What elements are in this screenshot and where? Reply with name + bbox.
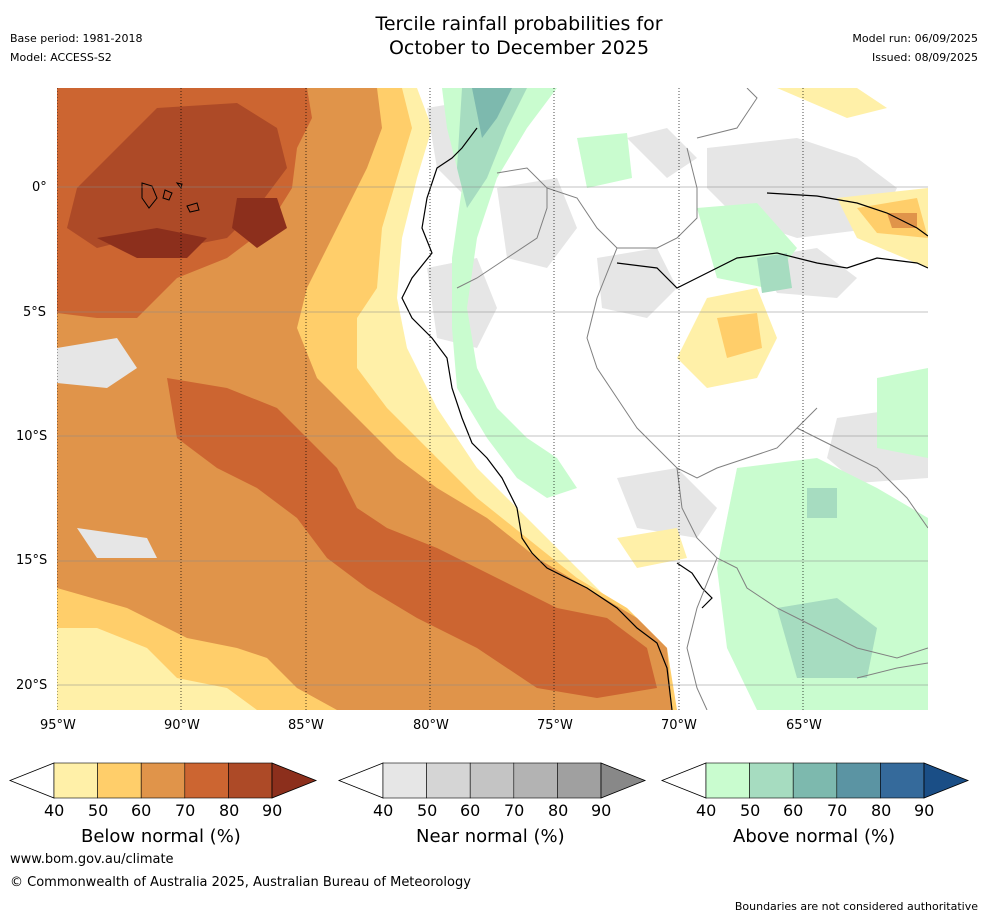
lat-label-10s: 10°S <box>16 429 48 444</box>
inland-below-shading <box>617 88 928 568</box>
cb-above-tick-70: 70 <box>827 801 848 820</box>
title-line-2: October to December 2025 <box>388 37 650 59</box>
colorbar-segment <box>513 762 558 799</box>
above-normal-shading <box>442 88 928 710</box>
cb-near-tick-90: 90 <box>591 801 612 820</box>
lon-label-95w: 95°W <box>40 718 76 733</box>
lat-label-20s: 20°S <box>16 678 48 693</box>
probability-map <box>57 88 928 710</box>
lon-label-80w: 80°W <box>413 718 449 733</box>
cb-below-tick-80: 80 <box>219 801 240 820</box>
colorbar-extend-high <box>923 762 970 799</box>
cb-above-tick-80: 80 <box>871 801 892 820</box>
colorbar-segment <box>749 762 794 799</box>
colorbar-segment <box>184 762 229 799</box>
colorbar-segment <box>705 762 750 799</box>
latitude-lines <box>57 186 928 686</box>
colorbar-segment <box>140 762 186 799</box>
cb-near-tick-40: 40 <box>373 801 394 820</box>
website-link[interactable]: www.bom.gov.au/climate <box>10 852 174 867</box>
lon-label-90w: 90°W <box>164 718 200 733</box>
colorbar-segment <box>382 762 427 799</box>
colorbar-segment <box>469 762 515 799</box>
colorbar-above-normal <box>660 762 970 799</box>
base-period: Base period: 1981-2018 <box>10 32 143 45</box>
galapagos-islands <box>141 182 200 213</box>
cb-above-tick-60: 60 <box>783 801 804 820</box>
cb-near-tick-50: 50 <box>417 801 438 820</box>
colorbar-segment <box>97 762 142 799</box>
colorbar-segment <box>53 762 98 799</box>
colorbar-extend-low <box>660 762 707 799</box>
lat-label-0: 0° <box>32 180 47 195</box>
cb-above-tick-40: 40 <box>696 801 717 820</box>
colorbar-below-normal <box>8 762 318 799</box>
colorbar-segment <box>792 762 838 799</box>
lon-label-65w: 65°W <box>786 718 822 733</box>
cb-near-tick-60: 60 <box>460 801 481 820</box>
cb-near-tick-80: 80 <box>548 801 569 820</box>
colorbar-segment <box>426 762 471 799</box>
colorbar-extend-high <box>600 762 647 799</box>
colorbars <box>8 762 970 799</box>
colorbar-segment <box>880 762 925 799</box>
model-run: Model run: 06/09/2025 <box>852 32 978 45</box>
issued-date: Issued: 08/09/2025 <box>871 51 978 64</box>
cb-below-title: Below normal (%) <box>81 826 241 847</box>
title-line-1: Tercile rainfall probabilities for <box>375 13 663 35</box>
colorbar-extend-low <box>8 762 55 799</box>
cb-below-tick-60: 60 <box>131 801 152 820</box>
cb-near-tick-70: 70 <box>504 801 525 820</box>
cb-near-title: Near normal (%) <box>416 826 565 847</box>
map-canvas <box>57 88 928 710</box>
cb-above-tick-50: 50 <box>740 801 761 820</box>
lon-label-70w: 70°W <box>661 718 697 733</box>
country-borders <box>456 88 928 710</box>
map-title: Tercile rainfall probabilities for Octob… <box>0 12 988 60</box>
colorbar-near-normal <box>337 762 647 799</box>
lon-label-75w: 75°W <box>537 718 573 733</box>
lat-label-5s: 5°S <box>23 305 47 320</box>
colorbar-extend-low <box>337 762 384 799</box>
colorbar-extend-high <box>271 762 318 799</box>
below-normal-shading <box>57 88 677 710</box>
colorbar-segment <box>836 762 881 799</box>
lon-label-85w: 85°W <box>288 718 324 733</box>
colorbar-segment <box>228 762 273 799</box>
cb-below-tick-40: 40 <box>44 801 65 820</box>
copyright-notice: © Commonwealth of Australia 2025, Austra… <box>10 875 471 890</box>
cb-below-tick-50: 50 <box>88 801 109 820</box>
lat-label-15s: 15°S <box>16 553 48 568</box>
coastline <box>401 127 928 710</box>
model-name: Model: ACCESS-S2 <box>10 51 112 64</box>
cb-below-tick-90: 90 <box>262 801 283 820</box>
cb-below-tick-70: 70 <box>175 801 196 820</box>
cb-above-tick-90: 90 <box>914 801 935 820</box>
cb-above-title: Above normal (%) <box>733 826 896 847</box>
colorbar-segment <box>557 762 602 799</box>
boundaries-disclaimer: Boundaries are not considered authoritat… <box>734 900 978 913</box>
